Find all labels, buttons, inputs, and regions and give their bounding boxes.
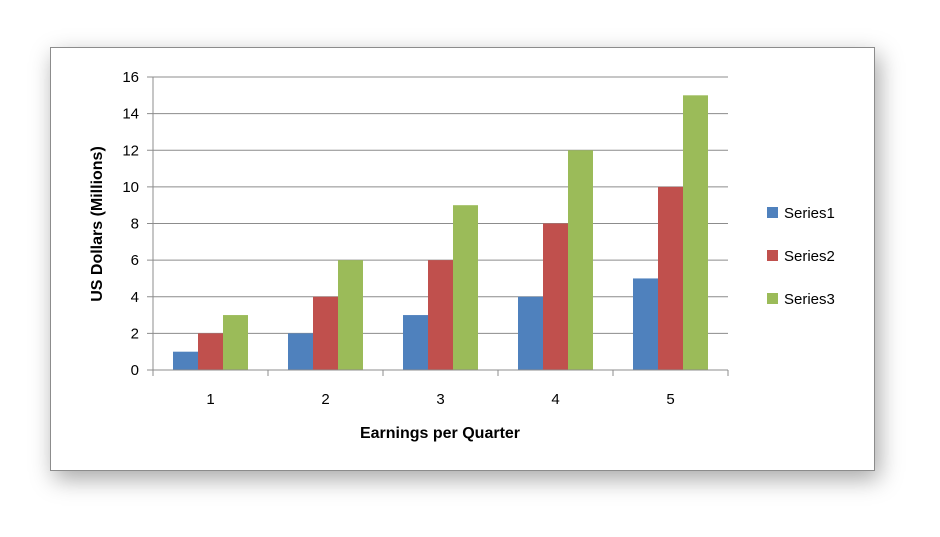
y-tick-label: 8 (131, 216, 139, 233)
bar-series1-q5 (633, 278, 658, 370)
y-tick-label: 16 (122, 69, 139, 86)
bar-series3-q3 (453, 205, 478, 370)
y-tick-label: 14 (122, 106, 139, 123)
bar-series3-q1 (223, 315, 248, 370)
x-tick-label: 5 (666, 391, 674, 408)
gridlines (153, 76, 728, 334)
y-tick-label: 12 (122, 142, 139, 159)
y-tick-label: 0 (131, 362, 139, 379)
bar-series1-q2 (288, 333, 313, 370)
y-tick-label: 4 (131, 289, 139, 306)
legend-label-series2: Series2 (784, 248, 835, 265)
legend-label-series3: Series3 (784, 291, 835, 308)
legend-swatch-series2 (767, 250, 778, 261)
bar-series3-q4 (568, 150, 593, 370)
x-tick-label: 1 (206, 391, 214, 408)
bar-series2-q5 (658, 186, 683, 370)
bar-series1-q3 (403, 315, 428, 370)
bar-series3-q2 (338, 260, 363, 370)
legend-swatch-series1 (767, 207, 778, 218)
x-axis-title: Earnings per Quarter (360, 425, 520, 442)
legend-swatch-series3 (767, 293, 778, 304)
x-tick-label: 4 (551, 391, 559, 408)
legend-label-series1: Series1 (784, 205, 835, 222)
x-tick-label: 3 (436, 391, 444, 408)
x-tick-label: 2 (321, 391, 329, 408)
legend: Series1 Series2 Series3 (767, 205, 835, 308)
bar-series2-q2 (313, 296, 338, 370)
y-axis-title: US Dollars (Millions) (89, 146, 106, 302)
bar-series1-q1 (173, 351, 198, 370)
y-tick-label: 2 (131, 325, 139, 342)
bar-series1-q4 (518, 296, 543, 370)
y-tick-label: 10 (122, 179, 139, 196)
bar-series2-q1 (198, 333, 223, 370)
bar-series2-q4 (543, 223, 568, 370)
bars (173, 95, 708, 370)
bar-series3-q5 (683, 95, 708, 370)
bar-series2-q3 (428, 260, 453, 370)
y-tick-label: 6 (131, 252, 139, 269)
